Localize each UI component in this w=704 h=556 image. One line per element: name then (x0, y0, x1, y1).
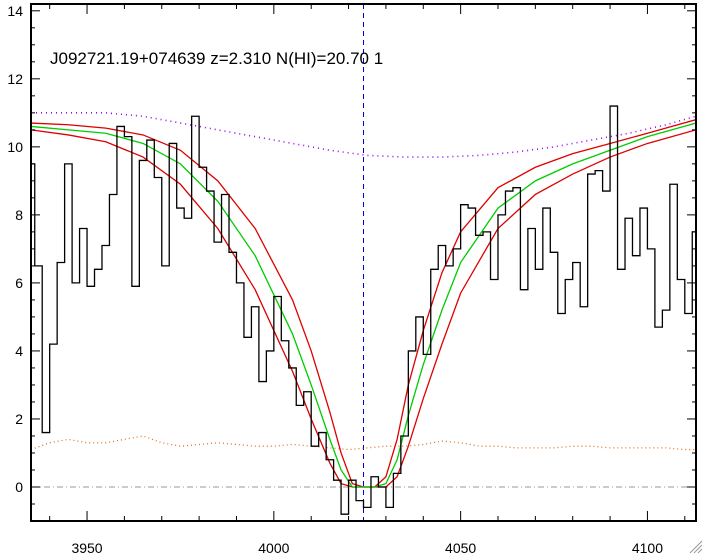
y-tick-label: 0 (15, 479, 23, 495)
x-tick-label: 4050 (445, 540, 476, 556)
model-fit-series (31, 122, 696, 488)
y-tick-label: 2 (15, 411, 23, 427)
resize-grip-icon[interactable] (689, 540, 703, 554)
plot-area (31, 4, 696, 521)
x-tick-label: 3950 (71, 540, 102, 556)
x-tick-label: 4000 (258, 540, 289, 556)
y-tick-label: 8 (15, 207, 23, 223)
plot-frame (30, 3, 697, 522)
y-tick-label: 12 (7, 71, 23, 87)
x-tick-label: 4100 (632, 540, 663, 556)
continuum-series (31, 112, 696, 158)
error-spectrum-series (31, 435, 696, 451)
chart-axes: 0 2 4 6 8 10 12 14 3950 4000 4050 4100 (7, 3, 696, 556)
chart-title: J092721.19+074639 z=2.310 N(HI)=20.70 1 (50, 49, 383, 68)
flux-spectrum-series (31, 105, 696, 515)
y-tick-label: 14 (7, 3, 23, 19)
y-tick-label: 4 (15, 343, 23, 359)
y-tick-label: 10 (7, 139, 23, 155)
chart-marks (31, 4, 696, 521)
y-tick-label: 6 (15, 275, 23, 291)
